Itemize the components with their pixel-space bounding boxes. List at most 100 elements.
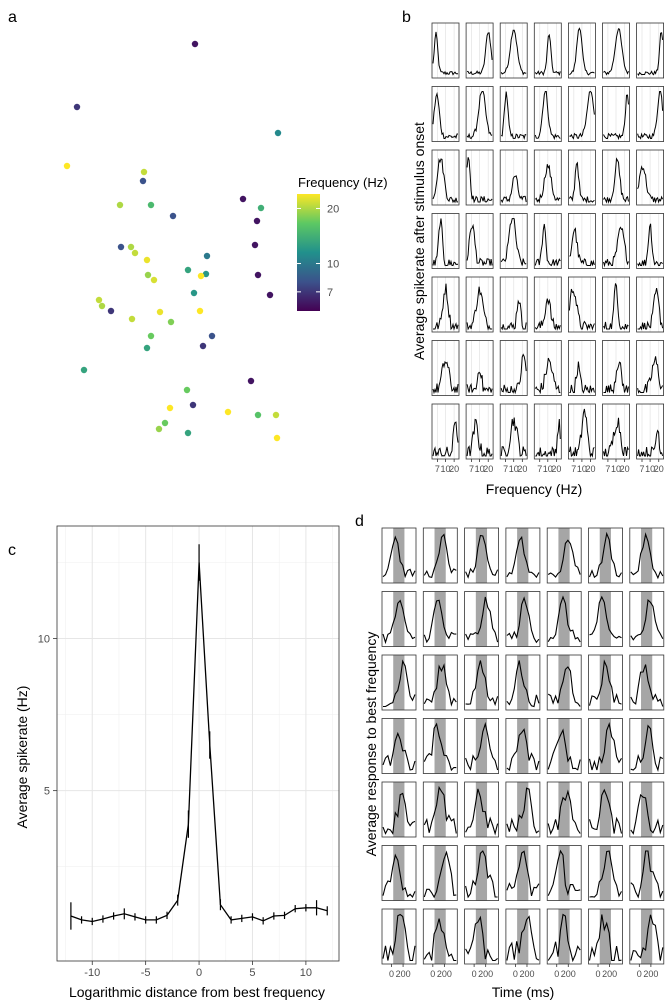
subplot-b-frame [602, 86, 630, 142]
subplot-b-frame [499, 340, 528, 396]
subplot-b-frame [431, 22, 460, 79]
subplot-b-frame [499, 149, 528, 206]
subplot-d-frame [546, 654, 582, 711]
scatter-point [247, 377, 255, 385]
subplot-d-stimulus-window [517, 591, 529, 647]
subplot-d [381, 845, 417, 901]
subplot-b-curve [637, 32, 664, 76]
subplot-d [629, 781, 665, 838]
subplot-d [588, 718, 623, 774]
subplot-d-xtick-label: 0 [472, 969, 477, 979]
subplot-b-xtick-label: 20 [517, 464, 527, 474]
subplot-d-stimulus-window [641, 718, 653, 774]
subplot-d-frame [505, 527, 541, 584]
scatter-point [274, 129, 282, 137]
subplot-d [464, 654, 500, 711]
subplot-d [588, 591, 623, 647]
subplot-d-curve [382, 731, 416, 771]
scatter-point [161, 419, 169, 427]
subplot-b-curve [603, 226, 629, 268]
subplot-d-frame [588, 654, 623, 711]
subplot-d [546, 654, 582, 711]
subplot-b-xtick-label: 20 [449, 464, 459, 474]
subplot-d [381, 781, 417, 838]
subplot-d-frame [422, 781, 458, 838]
subplot-d-stimulus-window [517, 782, 529, 837]
subplot-d-stimulus-window [599, 909, 611, 964]
subplot-b [602, 340, 630, 396]
scatter-point [98, 302, 106, 310]
subplot-d-frame [546, 781, 582, 838]
subplot-b-curve [466, 91, 493, 140]
subplot-d-curve [547, 789, 581, 836]
subplot-d [422, 718, 458, 774]
subplot-d-frame [505, 845, 541, 901]
scatter-point [266, 291, 274, 299]
subplot-b-frame [533, 340, 562, 396]
subplot-d-frame [381, 527, 417, 584]
subplot-b-curve [534, 164, 561, 204]
subplot-d-curve [506, 915, 540, 961]
subplot-d-frame [629, 781, 665, 838]
panel-letter-a: a [8, 9, 17, 26]
subplot-b-curve [534, 223, 561, 267]
subplot-d-stimulus-window [434, 718, 446, 774]
subplot-b-frame [533, 276, 562, 333]
subplot-d-stimulus-window [641, 591, 653, 647]
scatter-point [239, 195, 247, 203]
subplot-b-curve [534, 357, 561, 395]
subplot-d-stimulus-window [558, 655, 570, 710]
scatter-point [257, 204, 265, 212]
subplot-b-xtick-label: 10 [509, 464, 519, 474]
panel-c-ytick-label: 5 [44, 786, 50, 798]
subplot-d [505, 781, 541, 838]
subplot-b-xtick-label: 10 [577, 464, 587, 474]
subplot-b [465, 213, 494, 269]
subplot-b-frame [465, 276, 494, 333]
subplot-b-curve [637, 356, 664, 394]
subplot-d-curve [382, 792, 416, 836]
subplot-b [499, 22, 528, 79]
subplot-b-xtick-label: 7 [639, 464, 644, 474]
subplot-d-curve [465, 850, 498, 899]
subplot-b-xtick-label: 7 [503, 464, 508, 474]
subplot-d-frame [381, 654, 417, 711]
subplot-b-frame [568, 213, 596, 269]
subplot-b [499, 149, 528, 206]
panel-c-xtick-label: 10 [300, 967, 312, 979]
subplot-b-curve [500, 29, 527, 76]
subplot-d-stimulus-window [475, 782, 488, 837]
subplot-d-curve [547, 913, 581, 963]
subplot-d-stimulus-window [393, 591, 405, 647]
subplot-d [505, 591, 541, 647]
subplot-b-frame [499, 276, 528, 333]
subplot-b-xtick-label: 7 [571, 464, 576, 474]
subplot-d-curve [465, 660, 499, 707]
subplot-b-frame [465, 213, 494, 269]
subplot-b-curve [500, 299, 527, 331]
subplot-d-curve [630, 793, 664, 835]
subplot-d [505, 718, 541, 774]
subplot-d [464, 591, 500, 647]
subplot-b-curve [432, 158, 459, 204]
subplot-d [588, 781, 623, 838]
subplot-d-curve [382, 913, 416, 962]
subplot-d-xtick-label: 0 [596, 969, 601, 979]
subplot-d-curve [465, 534, 499, 579]
subplot-b [465, 340, 494, 396]
subplot-b-frame [636, 340, 664, 396]
subplot-d-stimulus-window [475, 909, 488, 964]
scatter-point [116, 201, 124, 209]
subplot-d-frame [588, 591, 623, 647]
subplot-b [636, 86, 664, 142]
subplot-b-curve [466, 418, 493, 457]
scatter-point [184, 266, 192, 274]
subplot-b [636, 213, 664, 269]
scatter-point [273, 434, 281, 442]
subplot-d-frame [381, 781, 417, 838]
subplot-d-stimulus-window [558, 909, 570, 964]
subplot-b-curve [500, 217, 527, 266]
subplot-b-frame [602, 149, 630, 206]
subplot-d [546, 718, 582, 774]
